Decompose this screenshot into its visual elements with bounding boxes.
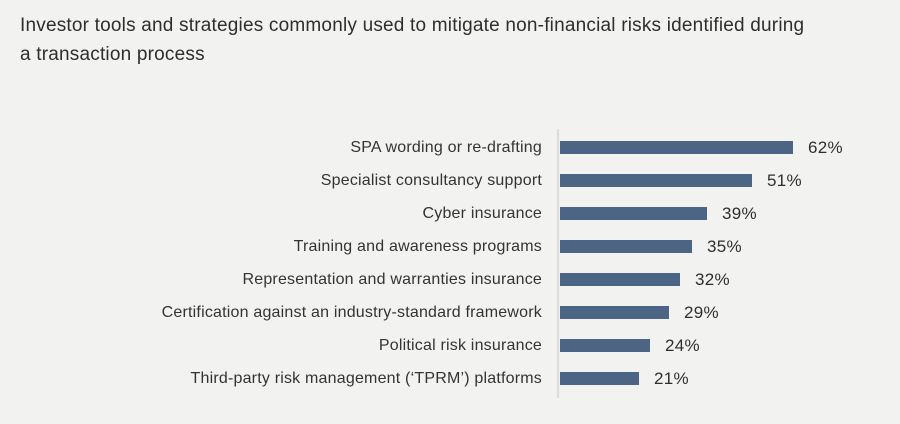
bar-track: 39%	[542, 204, 900, 224]
value-label: 39%	[722, 203, 757, 223]
value-label: 29%	[684, 302, 719, 322]
bar-track: 29%	[542, 303, 900, 323]
category-label: Training and awareness programs	[293, 237, 542, 255]
bar-track: 51%	[542, 171, 900, 191]
bar	[560, 174, 752, 187]
chart-row: Representation and warranties insurance 3…	[0, 263, 900, 296]
chart-rows: SPA wording or re-drafting 62% Specialist …	[0, 131, 900, 395]
bar	[560, 240, 692, 253]
value-label: 21%	[654, 368, 689, 388]
chart-row: Political risk insurance 24%	[0, 329, 900, 362]
category-label: Third-party risk management (‘TPRM’) pla…	[190, 369, 542, 387]
value-label: 35%	[707, 236, 742, 256]
chart-row: SPA wording or re-drafting 62%	[0, 131, 900, 164]
category-label: Certification against an industry-standa…	[161, 303, 542, 321]
category-label: Representation and warranties insurance	[242, 270, 542, 288]
bar	[560, 273, 680, 286]
value-label: 62%	[808, 137, 843, 157]
chart-title: Investor tools and strategies commonly u…	[20, 15, 805, 65]
chart-row: Certification against an industry-standa…	[0, 296, 900, 329]
bar-track: 62%	[542, 138, 900, 158]
value-label: 51%	[767, 170, 802, 190]
category-label: Cyber insurance	[422, 204, 542, 222]
value-label: 32%	[695, 269, 730, 289]
bar	[560, 372, 639, 385]
category-label: SPA wording or re-drafting	[350, 138, 542, 156]
bar-track: 21%	[542, 369, 900, 389]
bar	[560, 306, 669, 319]
chart-row: Specialist consultancy support 51%	[0, 164, 900, 197]
bar-track: 24%	[542, 336, 900, 356]
category-label: Political risk insurance	[378, 336, 542, 354]
bar-chart: SPA wording or re-drafting 62% Specialist …	[0, 129, 900, 398]
bar-track: 35%	[542, 237, 900, 257]
category-axis-line	[557, 129, 559, 398]
value-label: 24%	[665, 335, 700, 355]
chart-row: Training and awareness programs 35%	[0, 230, 900, 263]
category-label: Specialist consultancy support	[320, 171, 542, 189]
bar	[560, 207, 707, 220]
bar	[560, 141, 793, 154]
bar	[560, 339, 650, 352]
chart-row: Third-party risk management (‘TPRM’) pla…	[0, 362, 900, 395]
chart-row: Cyber insurance 39%	[0, 197, 900, 230]
bar-track: 32%	[542, 270, 900, 290]
